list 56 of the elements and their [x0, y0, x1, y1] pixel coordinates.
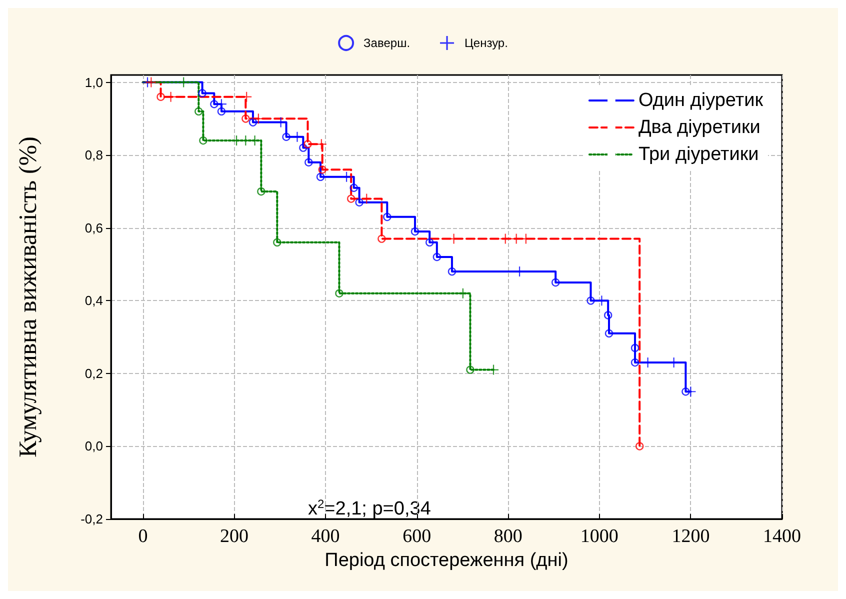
legend-label: Заверш.	[364, 36, 410, 50]
point	[488, 364, 499, 375]
point	[362, 194, 372, 204]
y-tick-label: 0,8	[84, 148, 103, 163]
x-tick-label: 0	[138, 526, 148, 547]
point	[316, 172, 325, 181]
point	[304, 158, 313, 166]
point	[335, 289, 344, 298]
y-tick-label: 1,0	[84, 74, 103, 90]
y-axis-title: Кумулятивна виживаність (%)	[15, 136, 42, 458]
x-tick-label: 600	[402, 526, 432, 547]
point	[250, 136, 260, 146]
legend-label: Один діуретик	[638, 90, 764, 111]
point	[273, 238, 282, 247]
point	[194, 107, 203, 116]
point	[552, 278, 560, 287]
point	[316, 139, 326, 150]
point	[198, 89, 206, 98]
legend-label: Цензур.	[464, 36, 508, 50]
y-tick-label: 0,4	[84, 293, 103, 308]
point	[350, 184, 358, 192]
y-tick-label: 0,0	[84, 438, 103, 454]
x-tick-label: 400	[311, 526, 340, 547]
point	[146, 77, 156, 88]
y-tick-label: 0,2	[84, 366, 103, 381]
y-tick-label: 0,6	[84, 220, 103, 236]
point	[426, 238, 434, 247]
point	[282, 132, 290, 141]
legend-label: Три діуретики	[638, 144, 759, 165]
point	[355, 198, 364, 206]
point	[383, 212, 392, 222]
point	[630, 358, 640, 367]
point	[217, 107, 226, 116]
y-tick-label: -0,2	[80, 512, 103, 526]
point	[253, 114, 264, 124]
x-tick-label: 800	[494, 526, 522, 547]
point	[466, 366, 474, 374]
point	[432, 252, 442, 262]
point	[248, 118, 258, 126]
point	[604, 329, 614, 338]
point	[604, 311, 612, 320]
point	[458, 288, 468, 298]
point	[199, 136, 208, 145]
legend-label: Два діуретики	[638, 117, 760, 138]
point	[448, 267, 456, 276]
x-tick-label: 200	[220, 526, 248, 547]
point	[586, 296, 595, 305]
point	[257, 187, 266, 196]
point	[210, 100, 218, 108]
x-tick-label: 1200	[672, 526, 710, 547]
x-tick-label: 1000	[580, 526, 618, 547]
point	[630, 344, 640, 352]
x-axis-title: Період спостереження (дні)	[324, 550, 568, 571]
point	[410, 227, 420, 236]
x-tick-label: 1400	[763, 526, 801, 547]
point	[299, 144, 308, 152]
